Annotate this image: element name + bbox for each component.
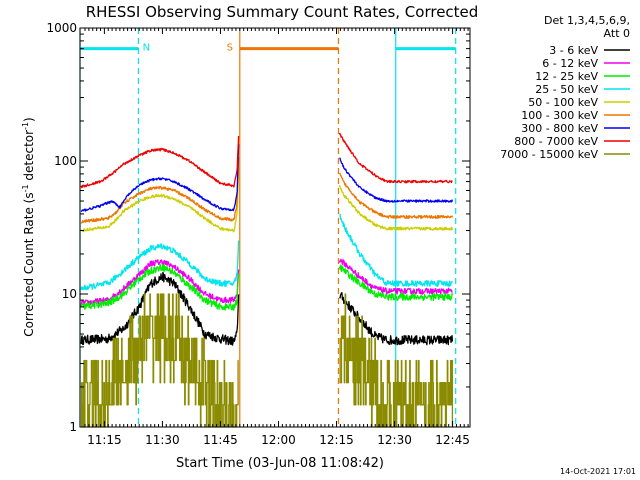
series-line-3-part2 — [339, 213, 453, 287]
y-axis-label-part2: detector — [22, 130, 36, 185]
y-tick-label: 1000 — [46, 21, 77, 35]
y-axis-label-sup2: -1 — [21, 122, 30, 130]
legend-label: 6 - 12 keV — [542, 57, 598, 70]
series-line-4-part1 — [80, 168, 240, 233]
legend-header-line2: Att 0 — [604, 27, 630, 40]
generated-timestamp: 14-Oct-2021 17:01 — [560, 467, 636, 476]
series-line-8-part1 — [80, 293, 239, 428]
y-tick-label: 10 — [62, 287, 77, 301]
series-line-2-part2 — [338, 264, 454, 302]
y-tick-label: 1 — [69, 420, 77, 434]
series-line-6-part2 — [339, 157, 454, 203]
series-line-1-part1 — [80, 259, 240, 307]
chart-title: RHESSI Observing Summary Count Rates, Co… — [86, 3, 479, 21]
legend-label: 12 - 25 keV — [535, 70, 598, 83]
mode-label-S: S — [227, 43, 233, 54]
x-tick-label: 12:30 — [377, 433, 412, 447]
legend-header-line1: Det 1,3,4,5,6,9, — [544, 14, 630, 27]
series-line-4-part2 — [338, 185, 454, 231]
legend-label: 7000 - 15000 keV — [500, 148, 598, 161]
y-axis-label-part1: Corrected Count Rate (s — [22, 192, 36, 336]
x-tick-label: 11:30 — [145, 433, 180, 447]
x-axis-label: Start Time (03-Jun-08 11:08:42) — [176, 456, 384, 471]
x-tick-label: 12:15 — [319, 433, 354, 447]
x-tick-label: 11:15 — [87, 433, 122, 447]
y-axis-label-sup1: -1 — [21, 184, 30, 192]
x-axis: 11:15 11:30 11:45 12:00 12:15 12:30 12:45 — [84, 28, 470, 447]
y-axis-label-part3: ) — [22, 117, 36, 122]
series-line-7-part2 — [338, 132, 453, 184]
y-tick-label: 100 — [54, 154, 77, 168]
legend-label: 3 - 6 keV — [549, 44, 598, 57]
series-line-6-part1 — [80, 144, 240, 212]
series-line-0-part1 — [80, 271, 240, 346]
legend-label: 300 - 800 keV — [521, 122, 598, 135]
series-line-2-part1 — [80, 263, 240, 311]
legend-label: 25 - 50 keV — [535, 83, 598, 96]
x-tick-label: 12:00 — [261, 433, 296, 447]
series-line-1-part2 — [338, 258, 453, 295]
series-line-7-part1 — [80, 135, 240, 189]
legend-label: 100 - 300 keV — [521, 109, 598, 122]
legend-label: 50 - 100 keV — [528, 96, 598, 109]
series-line-5-part2 — [339, 172, 454, 219]
y-axis: 1 10 100 1000 — [46, 21, 470, 434]
legend-label: 800 - 7000 keV — [514, 135, 598, 148]
mode-label-N: N — [143, 43, 150, 54]
series-line-3-part1 — [80, 240, 240, 291]
series-line-5-part1 — [80, 156, 240, 224]
x-tick-label: 12:45 — [435, 433, 470, 447]
x-tick-label: 11:45 — [203, 433, 238, 447]
y-axis-label: Corrected Count Rate (s-1 detector-1) — [21, 117, 36, 336]
